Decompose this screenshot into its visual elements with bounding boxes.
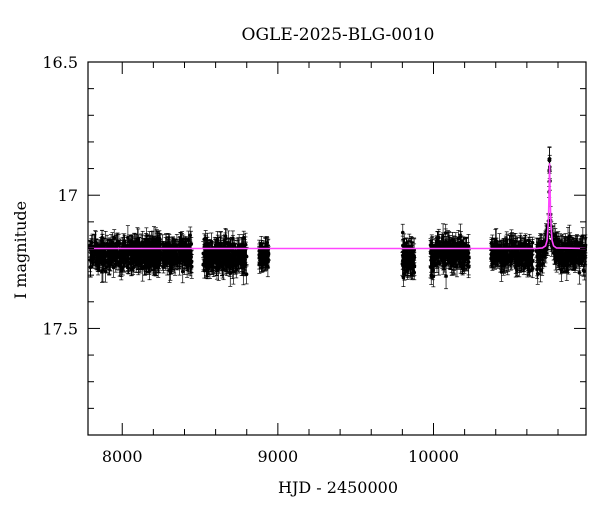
- y-axis-label: I magnitude: [11, 201, 30, 299]
- x-tick-label: 9000: [258, 447, 299, 466]
- y-tick-labels: 16.5 17 17.5: [42, 53, 78, 338]
- data-point: [98, 240, 103, 265]
- x-tick-labels: 8000 9000 10000: [102, 447, 459, 466]
- chart-title: OGLE-2025-BLG-0010: [242, 25, 435, 45]
- data-point: [119, 243, 124, 269]
- y-tick-label: 17.5: [42, 319, 78, 338]
- data-point: [125, 236, 130, 255]
- data-point: [100, 238, 105, 265]
- data-point: [124, 256, 129, 268]
- data-point: [138, 254, 143, 274]
- data-point: [113, 255, 118, 273]
- y-tick-label: 16.5: [42, 53, 78, 72]
- data-point: [111, 257, 116, 278]
- x-tick-label: 8000: [102, 447, 143, 466]
- data-point: [122, 233, 127, 249]
- data-point: [114, 233, 119, 256]
- data-point: [139, 233, 144, 258]
- y-tick-label: 17: [58, 186, 78, 205]
- x-tick-label: 10000: [408, 447, 459, 466]
- data-point: [131, 238, 136, 264]
- x-axis-label: HJD - 2450000: [278, 478, 398, 497]
- photometry-points: [87, 146, 588, 290]
